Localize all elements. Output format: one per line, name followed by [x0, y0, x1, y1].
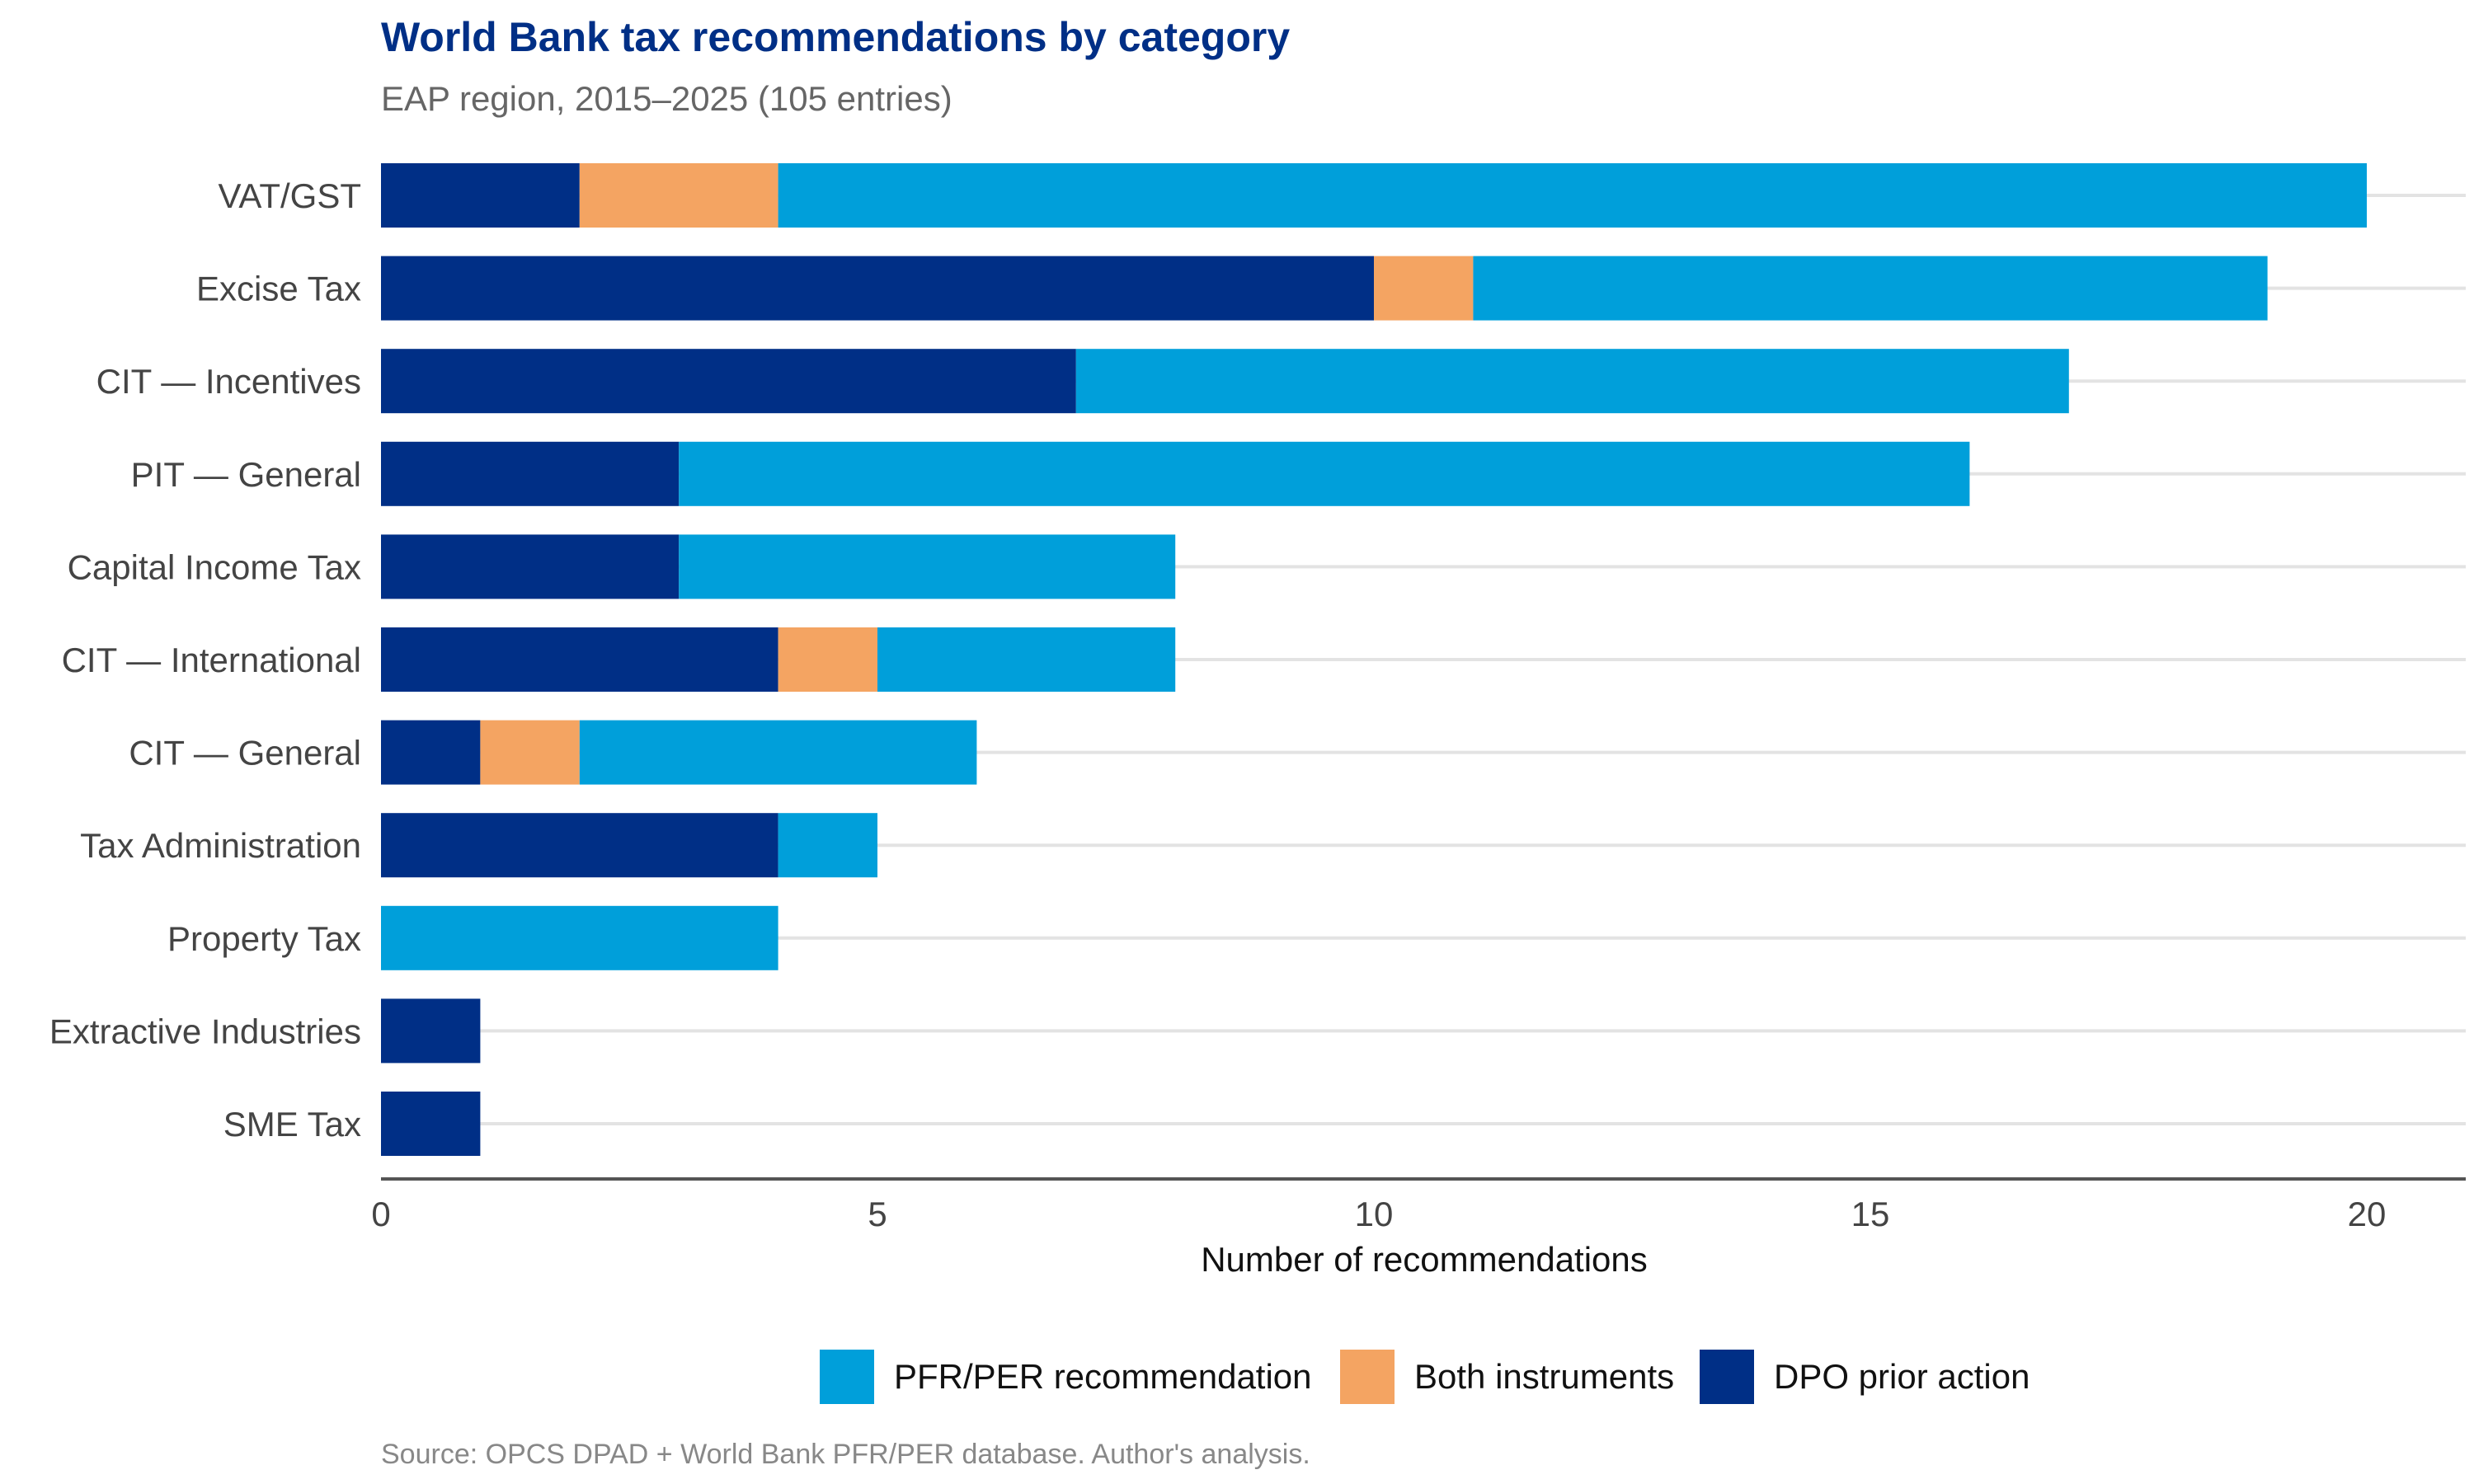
category-label: Capital Income Tax	[68, 547, 361, 586]
category-label: CIT — General	[129, 734, 361, 773]
category-label: Excise Tax	[196, 270, 361, 308]
chart-subtitle: EAP region, 2015–2025 (105 entries)	[381, 79, 952, 118]
bar-segment-dpo-prior-action	[381, 998, 481, 1064]
bar-segment-both-instruments	[480, 720, 580, 785]
category-label: Tax Administration	[80, 826, 361, 865]
x-axis-title: Number of recommendations	[1201, 1240, 1648, 1279]
bar-segment-pfr-per-recommendation	[1473, 256, 2268, 321]
bar-segment-dpo-prior-action	[381, 720, 481, 785]
source-caption: Source: OPCS DPAD + World Bank PFR/PER d…	[381, 1439, 1310, 1470]
bars	[381, 163, 2367, 1156]
x-axis-ticks: 0 5 10 15 20	[371, 1195, 2386, 1233]
category-label: Extractive Industries	[49, 1012, 361, 1050]
legend-label-both-instruments: Both instruments	[1414, 1357, 1674, 1396]
category-label: VAT/GST	[219, 176, 361, 215]
legend-swatch-pfr-per-recommendation	[820, 1350, 874, 1404]
bar-segment-pfr-per-recommendation	[579, 720, 977, 785]
category-label: PIT — General	[131, 455, 361, 494]
category-label: Property Tax	[167, 919, 361, 958]
bar-segment-pfr-per-recommendation	[877, 627, 1176, 692]
category-label: CIT — International	[62, 641, 361, 679]
x-tick-label: 5	[868, 1195, 887, 1233]
x-tick-label: 15	[1851, 1195, 1890, 1233]
legend-label-dpo-prior-action: DPO prior action	[1774, 1357, 2030, 1396]
bar-segment-pfr-per-recommendation	[381, 905, 778, 970]
bar-segment-pfr-per-recommendation	[778, 813, 877, 878]
bar-segment-pfr-per-recommendation	[1075, 349, 2069, 414]
x-tick-label: 10	[1355, 1195, 1394, 1233]
bar-segment-both-instruments	[579, 163, 778, 228]
bar-segment-dpo-prior-action	[381, 256, 1374, 321]
bar-segment-dpo-prior-action	[381, 813, 778, 878]
chart-title: World Bank tax recommendations by catego…	[381, 14, 1290, 60]
bar-segment-pfr-per-recommendation	[679, 534, 1176, 599]
bar-segment-both-instruments	[778, 627, 877, 692]
legend-swatch-both-instruments	[1340, 1350, 1395, 1404]
x-tick-label: 0	[371, 1195, 390, 1233]
category-label: CIT — Incentives	[96, 362, 361, 401]
legend-label-pfr-per-recommendation: PFR/PER recommendation	[894, 1357, 1312, 1396]
category-labels: VAT/GST Excise Tax CIT — Incentives PIT — G…	[49, 176, 361, 1144]
bar-segment-dpo-prior-action	[381, 163, 580, 228]
bar-segment-pfr-per-recommendation	[679, 441, 1970, 506]
bar-segment-dpo-prior-action	[381, 534, 680, 599]
bar-segment-pfr-per-recommendation	[778, 163, 2367, 228]
legend: PFR/PER recommendation Both instruments DP…	[820, 1350, 2030, 1404]
bar-segment-both-instruments	[1374, 256, 1474, 321]
bar-segment-dpo-prior-action	[381, 349, 1076, 414]
x-tick-label: 20	[2348, 1195, 2387, 1233]
legend-swatch-dpo-prior-action	[1700, 1350, 1754, 1404]
bar-segment-dpo-prior-action	[381, 1092, 481, 1156]
category-label: SME Tax	[223, 1105, 361, 1144]
bar-segment-dpo-prior-action	[381, 441, 680, 506]
bar-segment-dpo-prior-action	[381, 627, 778, 692]
